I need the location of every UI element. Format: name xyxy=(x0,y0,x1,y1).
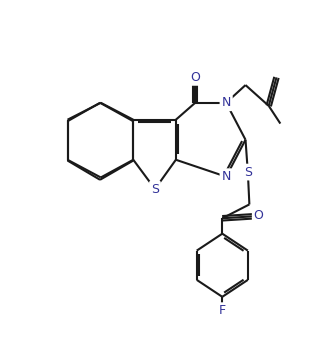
Text: S: S xyxy=(151,183,159,195)
Text: O: O xyxy=(190,71,200,84)
Text: N: N xyxy=(222,96,231,109)
Text: S: S xyxy=(244,166,252,179)
Text: F: F xyxy=(219,304,226,317)
Text: N: N xyxy=(222,170,231,183)
Text: O: O xyxy=(254,209,264,222)
